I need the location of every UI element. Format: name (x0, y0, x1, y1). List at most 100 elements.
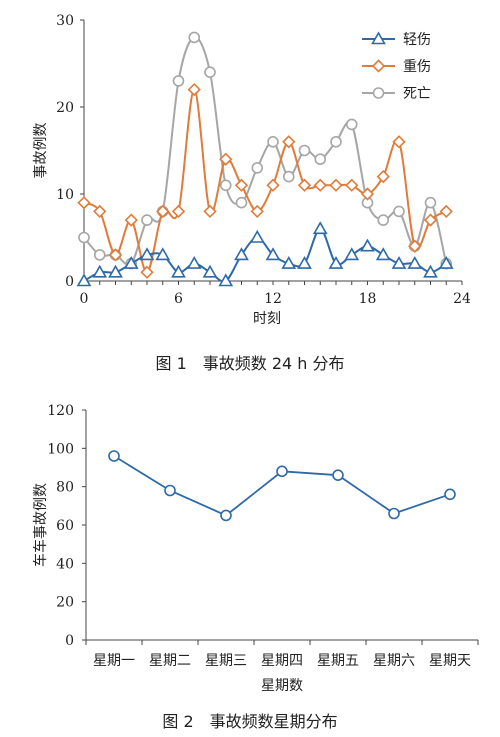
fig1-data-point (407, 255, 423, 269)
fig2-x-tick-label: 星期天 (429, 653, 471, 669)
fig1-x-axis-label: 时刻 (253, 311, 281, 327)
figure2-caption: 图 2 事故频数星期分布 (162, 712, 338, 731)
fig1-y-tick-label: 10 (56, 187, 74, 203)
fig1-data-point (139, 247, 155, 261)
fig1-data-point (391, 255, 407, 269)
fig1-data-point (282, 170, 295, 183)
fig1-data-point (156, 204, 170, 219)
fig1-data-point (172, 75, 185, 87)
fig1-legend-marker (372, 87, 385, 99)
fig1-data-point (377, 214, 390, 226)
fig1-legend-label: 死亡 (403, 86, 431, 102)
fig1-x-tick-label: 24 (453, 291, 471, 307)
fig2-y-tick-label: 100 (47, 441, 74, 457)
fig1-data-point (375, 247, 391, 261)
fig1-data-point (297, 178, 312, 192)
fig1-data-point (345, 178, 359, 192)
fig1-data-point (312, 221, 328, 235)
fig2-data-point (276, 465, 288, 478)
fig1-data-point (187, 82, 201, 97)
fig1-y-tick-label: 20 (56, 100, 74, 116)
fig1-data-point (281, 255, 297, 269)
fig1-data-point (93, 249, 106, 261)
fig1-data-point (234, 247, 249, 261)
fig1-data-point (235, 196, 248, 209)
fig2-y-tick-label: 40 (56, 556, 74, 572)
fig1-data-point (265, 247, 281, 261)
fig1-data-point (298, 144, 311, 157)
fig1-x-tick-label: 0 (80, 291, 89, 307)
fig1-data-point (282, 135, 296, 149)
fig1-data-point (438, 255, 454, 269)
fig1-x-tick-label: 18 (359, 291, 377, 307)
fig2-y-tick-label: 60 (56, 518, 74, 534)
figure1-caption: 图 1 事故频数 24 h 分布 (155, 354, 345, 373)
fig2-series-0 (108, 450, 456, 522)
fig1-legend-label: 轻伤 (403, 32, 431, 48)
fig1-data-point (186, 255, 202, 269)
fig2-x-tick-label: 星期四 (261, 653, 303, 669)
fig1-data-point (266, 178, 280, 192)
fig1-data-point (202, 264, 218, 278)
fig1-data-point (92, 264, 108, 278)
fig1-x-tick-label: 12 (264, 291, 282, 307)
fig2-x-tick-label: 星期五 (317, 653, 359, 669)
fig1-data-point (204, 66, 216, 78)
fig1-series-0 (76, 221, 454, 287)
fig1-data-point (250, 204, 264, 219)
fig1-data-point (267, 136, 279, 148)
fig1-data-point (219, 179, 232, 192)
fig2-x-tick-label: 星期二 (149, 653, 191, 669)
fig1-series-2 (78, 31, 453, 270)
fig1-data-point (93, 204, 107, 219)
fig1-data-point (423, 213, 438, 227)
fig1-legend-label: 重伤 (403, 59, 431, 75)
fig2-data-point (108, 450, 120, 462)
fig1-data-point (123, 255, 139, 269)
fig2-y-tick-label: 0 (65, 633, 74, 649)
fig2-data-point (444, 488, 456, 501)
fig1-data-point (344, 247, 360, 261)
fig2-y-tick-label: 80 (56, 480, 74, 496)
fig1-data-point (297, 255, 312, 269)
fig1-data-point (408, 239, 422, 253)
fig1-data-point (78, 231, 90, 244)
fig1-data-point (249, 229, 265, 243)
fig1-data-point (171, 204, 186, 219)
fig1-y-tick-label: 0 (65, 274, 74, 290)
fig2-series-line (113, 455, 451, 517)
fig1-x-tick-label: 6 (174, 291, 183, 307)
fig1-data-point (376, 169, 390, 184)
fig1-data-point (108, 248, 123, 262)
fig1-data-point (314, 153, 327, 165)
fig2-y-tick-label: 20 (56, 595, 74, 611)
fig1-data-point (329, 178, 343, 192)
fig1-axes: 0 10 20 30 0 6 12 18 24 时刻 事故例数 (33, 13, 471, 327)
fig2-x-tick-label: 星期六 (373, 653, 415, 669)
fig1-data-point (234, 178, 249, 192)
fig1-data-point (141, 214, 153, 226)
fig1-data-point (439, 204, 453, 219)
fig1-data-point (360, 187, 375, 201)
fig1-data-point (108, 264, 123, 278)
fig1-data-point (251, 162, 264, 174)
fig2-x-tick-label: 星期一 (93, 653, 135, 669)
fig1-legend-marker (371, 59, 386, 73)
fig1-data-point (76, 273, 92, 287)
fig1-series-line (83, 227, 447, 283)
fig1-data-point (392, 135, 406, 149)
fig1-data-point (328, 255, 344, 269)
fig2-x-tick-label: 星期三 (205, 653, 247, 669)
fig2-y-axis-label: 车车事故例数 (32, 483, 49, 567)
fig1-data-point (155, 247, 171, 261)
fig1-data-point (77, 196, 91, 210)
fig2-x-axis-label: 星期数 (261, 678, 303, 694)
fig2-data-point (220, 509, 232, 522)
fig1-data-point (124, 213, 138, 227)
fig1-y-tick-label: 30 (56, 13, 74, 29)
fig1-data-point (171, 264, 186, 278)
